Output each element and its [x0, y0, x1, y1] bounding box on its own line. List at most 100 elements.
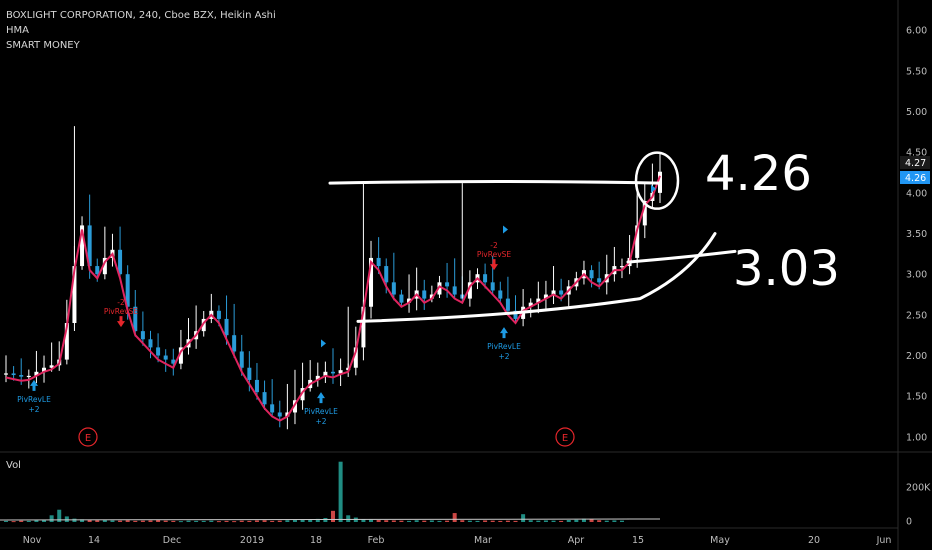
price-tick-label: 6.00: [906, 26, 927, 37]
candle-body: [467, 282, 472, 299]
volume-bar: [467, 520, 472, 522]
volume-bar: [589, 519, 594, 522]
candle-body: [171, 359, 176, 364]
candle-body: [498, 290, 503, 299]
volume-bar: [80, 519, 85, 522]
candle-body: [26, 375, 31, 378]
volume-bar: [407, 520, 412, 522]
signal-label: PivRevSE: [104, 307, 139, 316]
candle-body: [597, 278, 602, 283]
volume-bar: [87, 519, 92, 522]
signal-label: PivRevLE: [487, 342, 521, 351]
handwritten-label-426: 4.26: [705, 146, 812, 202]
candle-body: [292, 400, 297, 413]
time-tick-label: 20: [808, 535, 820, 546]
signal-label: PivRevSE: [477, 250, 512, 259]
candle-body: [49, 365, 54, 368]
candle-body: [589, 270, 594, 279]
price-tag-box: [900, 171, 930, 184]
candle-body: [11, 373, 16, 376]
volume-bar: [300, 519, 305, 522]
candle-body: [300, 388, 305, 401]
volume-bar: [574, 519, 579, 522]
highlight-circle: [634, 151, 680, 210]
volume-bar: [543, 520, 548, 522]
candle-body: [429, 294, 434, 299]
signal-up-arrow: [30, 379, 38, 391]
time-tick-label: 2019: [240, 535, 264, 546]
volume-bar: [110, 520, 115, 522]
time-tick-label: Mar: [474, 535, 492, 546]
candle-body: [247, 367, 252, 380]
candle-body: [353, 347, 358, 368]
price-tick-label: 1.00: [906, 432, 927, 443]
volume-bar: [612, 520, 617, 522]
volume-bar: [163, 520, 168, 522]
earnings-marker-circle: [78, 427, 98, 447]
candle-body: [376, 257, 381, 267]
volume-bar: [619, 520, 624, 522]
signal-down-arrow: [117, 316, 125, 328]
resistance-line: [328, 179, 662, 185]
volume-bar: [277, 520, 282, 522]
candle-body: [102, 257, 107, 275]
volume-bar: [551, 520, 556, 522]
volume-bar: [391, 520, 396, 522]
volume-bar: [178, 521, 183, 523]
signal-down-arrow: [490, 259, 498, 271]
volume-bar: [399, 520, 404, 522]
volume-tick-label: 200K: [906, 483, 931, 494]
candle-body: [125, 274, 130, 307]
time-tick-label: Nov: [23, 535, 42, 546]
volume-bar: [247, 520, 252, 522]
volume-bar: [483, 520, 488, 522]
volume-bar: [232, 521, 237, 523]
price-tick-label: 2.50: [906, 310, 927, 321]
volume-bar: [331, 510, 335, 522]
signal-sub-label: +2: [28, 405, 39, 414]
price-tag-label: 4.26: [905, 173, 926, 184]
candle-body: [635, 225, 640, 258]
support-curve: [356, 232, 717, 323]
price-tick-label: 5.00: [906, 107, 927, 118]
volume-bar: [460, 520, 465, 522]
volume-bar: [262, 520, 267, 522]
candle-body: [163, 355, 168, 360]
candle-body: [201, 318, 206, 332]
legend-title: BOXLIGHT CORPORATION, 240, Cboe BZX, Hei…: [6, 10, 276, 21]
volume-bar: [536, 520, 541, 522]
volume-bar: [384, 520, 389, 522]
legend-hma: HMA: [6, 25, 29, 36]
time-tick-label: 15: [632, 535, 644, 546]
price-tick-label: 3.00: [906, 270, 927, 281]
candle-body: [118, 249, 123, 275]
volume-bar: [224, 520, 229, 522]
volume-bar: [125, 520, 130, 522]
candle-body: [384, 266, 389, 283]
signal-up-arrow: [500, 327, 508, 339]
volume-bar: [4, 520, 8, 522]
price-tick-label: 4.50: [906, 148, 927, 159]
candle-body: [140, 331, 145, 340]
volume-bar: [201, 520, 206, 522]
volume-bar: [254, 520, 259, 522]
candle-body: [262, 392, 267, 405]
handwritten-label-303: 3.03: [733, 241, 840, 297]
volume-bar: [445, 520, 450, 522]
volume-bar: [315, 518, 320, 522]
volume-bar: [498, 520, 503, 522]
candle-body: [232, 335, 237, 352]
signal-sub-label: -2: [117, 298, 125, 307]
candle-body: [452, 286, 457, 295]
earnings-marker-label: E: [85, 433, 91, 444]
earnings-marker-circle: [555, 427, 575, 447]
volume-bar: [437, 520, 442, 522]
candle-body: [80, 225, 85, 267]
volume-bar: [57, 509, 62, 522]
volume-bar: [528, 520, 533, 522]
candle-body: [148, 339, 153, 348]
candle-body: [34, 371, 39, 376]
volume-bar: [475, 520, 480, 522]
